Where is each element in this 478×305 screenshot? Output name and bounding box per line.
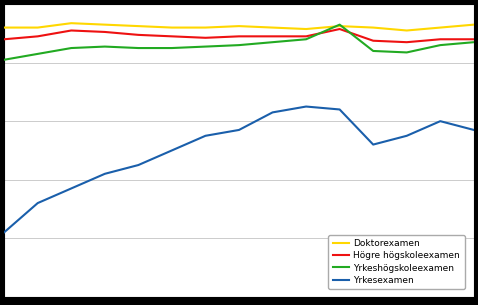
Legend: Doktorexamen, Högre högskoleexamen, Yrkeshögskoleexamen, Yrkesexamen: Doktorexamen, Högre högskoleexamen, Yrke…: [328, 235, 465, 289]
